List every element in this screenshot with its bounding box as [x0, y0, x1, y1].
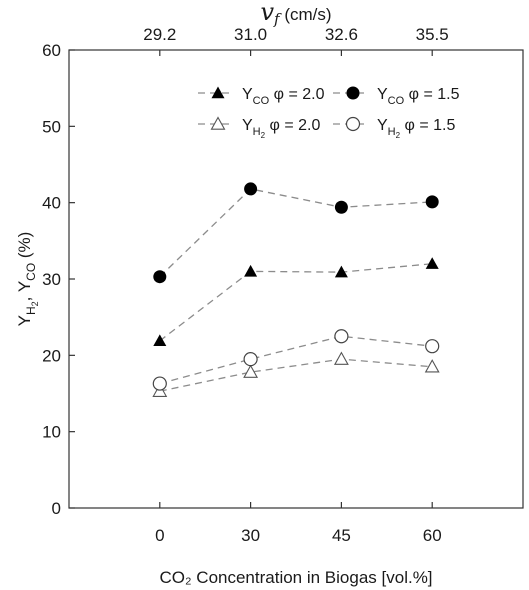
legend: YCO φ = 2.0 YCO φ = 1.5 YH2 φ = 2.0 YH2 φ =… [198, 86, 460, 140]
top-tick-label: 31.0 [234, 25, 267, 44]
y-tick-label: 30 [42, 270, 61, 289]
data-point [244, 182, 258, 196]
data-point [153, 270, 167, 284]
top-tick-label: 35.5 [416, 25, 449, 44]
legend-marker [211, 86, 225, 99]
data-point [334, 200, 348, 214]
top-tick-label: 29.2 [143, 25, 176, 44]
data-point [243, 352, 258, 367]
data-point [425, 339, 440, 354]
legend-marker [346, 86, 360, 100]
x-tick-label: 45 [332, 526, 351, 545]
data-point [425, 195, 439, 209]
series-line [159, 335, 433, 385]
data-point [425, 257, 439, 269]
y-tick-label: 10 [42, 423, 61, 442]
y-tick-label: 0 [52, 499, 61, 518]
series-circle-filled [153, 182, 439, 284]
data-point [333, 351, 349, 365]
legend-item: YCO φ = 1.5 [333, 86, 460, 107]
x-tick-label: 30 [241, 526, 260, 545]
legend-label: YH2 φ = 2.0 [242, 117, 320, 140]
series-line [159, 263, 433, 342]
legend-label: YCO φ = 2.0 [242, 86, 325, 107]
data-point [244, 264, 258, 277]
y-tick-label: 60 [42, 41, 61, 60]
x-tick-label: 0 [155, 526, 164, 545]
top-tick-label: 32.6 [325, 25, 358, 44]
legend-label: YH2 φ = 1.5 [377, 117, 455, 140]
y-tick-label: 20 [42, 346, 61, 365]
data-point [334, 265, 348, 278]
legend-item: YH2 φ = 2.0 [198, 116, 320, 140]
series-triangle-filled [153, 257, 439, 347]
x-axis: 0 30 45 60 [155, 502, 442, 545]
x-tick-label: 60 [423, 526, 442, 545]
y-axis-title: YH2, YCO (%) [15, 232, 40, 327]
top-axis: 29.2 31.0 32.6 35.5 [143, 25, 449, 56]
legend-marker [210, 116, 226, 130]
legend-label: YCO φ = 1.5 [377, 86, 460, 107]
series-line [159, 358, 433, 392]
x-axis-title: CO₂ Concentration in Biogas [vol.%] [159, 568, 432, 587]
data-point [153, 334, 167, 347]
series-line [159, 188, 433, 278]
data-point [152, 376, 167, 391]
y-tick-label: 40 [42, 194, 61, 213]
legend-item: YCO φ = 2.0 [198, 86, 325, 107]
legend-item: YH2 φ = 1.5 [333, 116, 455, 140]
series-triangle-open [152, 351, 440, 397]
series-layer [152, 182, 440, 397]
data-point [243, 364, 259, 378]
data-point [424, 359, 440, 373]
data-point [334, 329, 349, 344]
top-axis-title: vf (cm/s) [260, 0, 331, 28]
y-tick-label: 50 [42, 117, 61, 136]
y-axis: 0 10 20 30 40 50 60 [42, 41, 75, 518]
legend-marker [345, 116, 361, 132]
series-circle-open [152, 329, 440, 391]
